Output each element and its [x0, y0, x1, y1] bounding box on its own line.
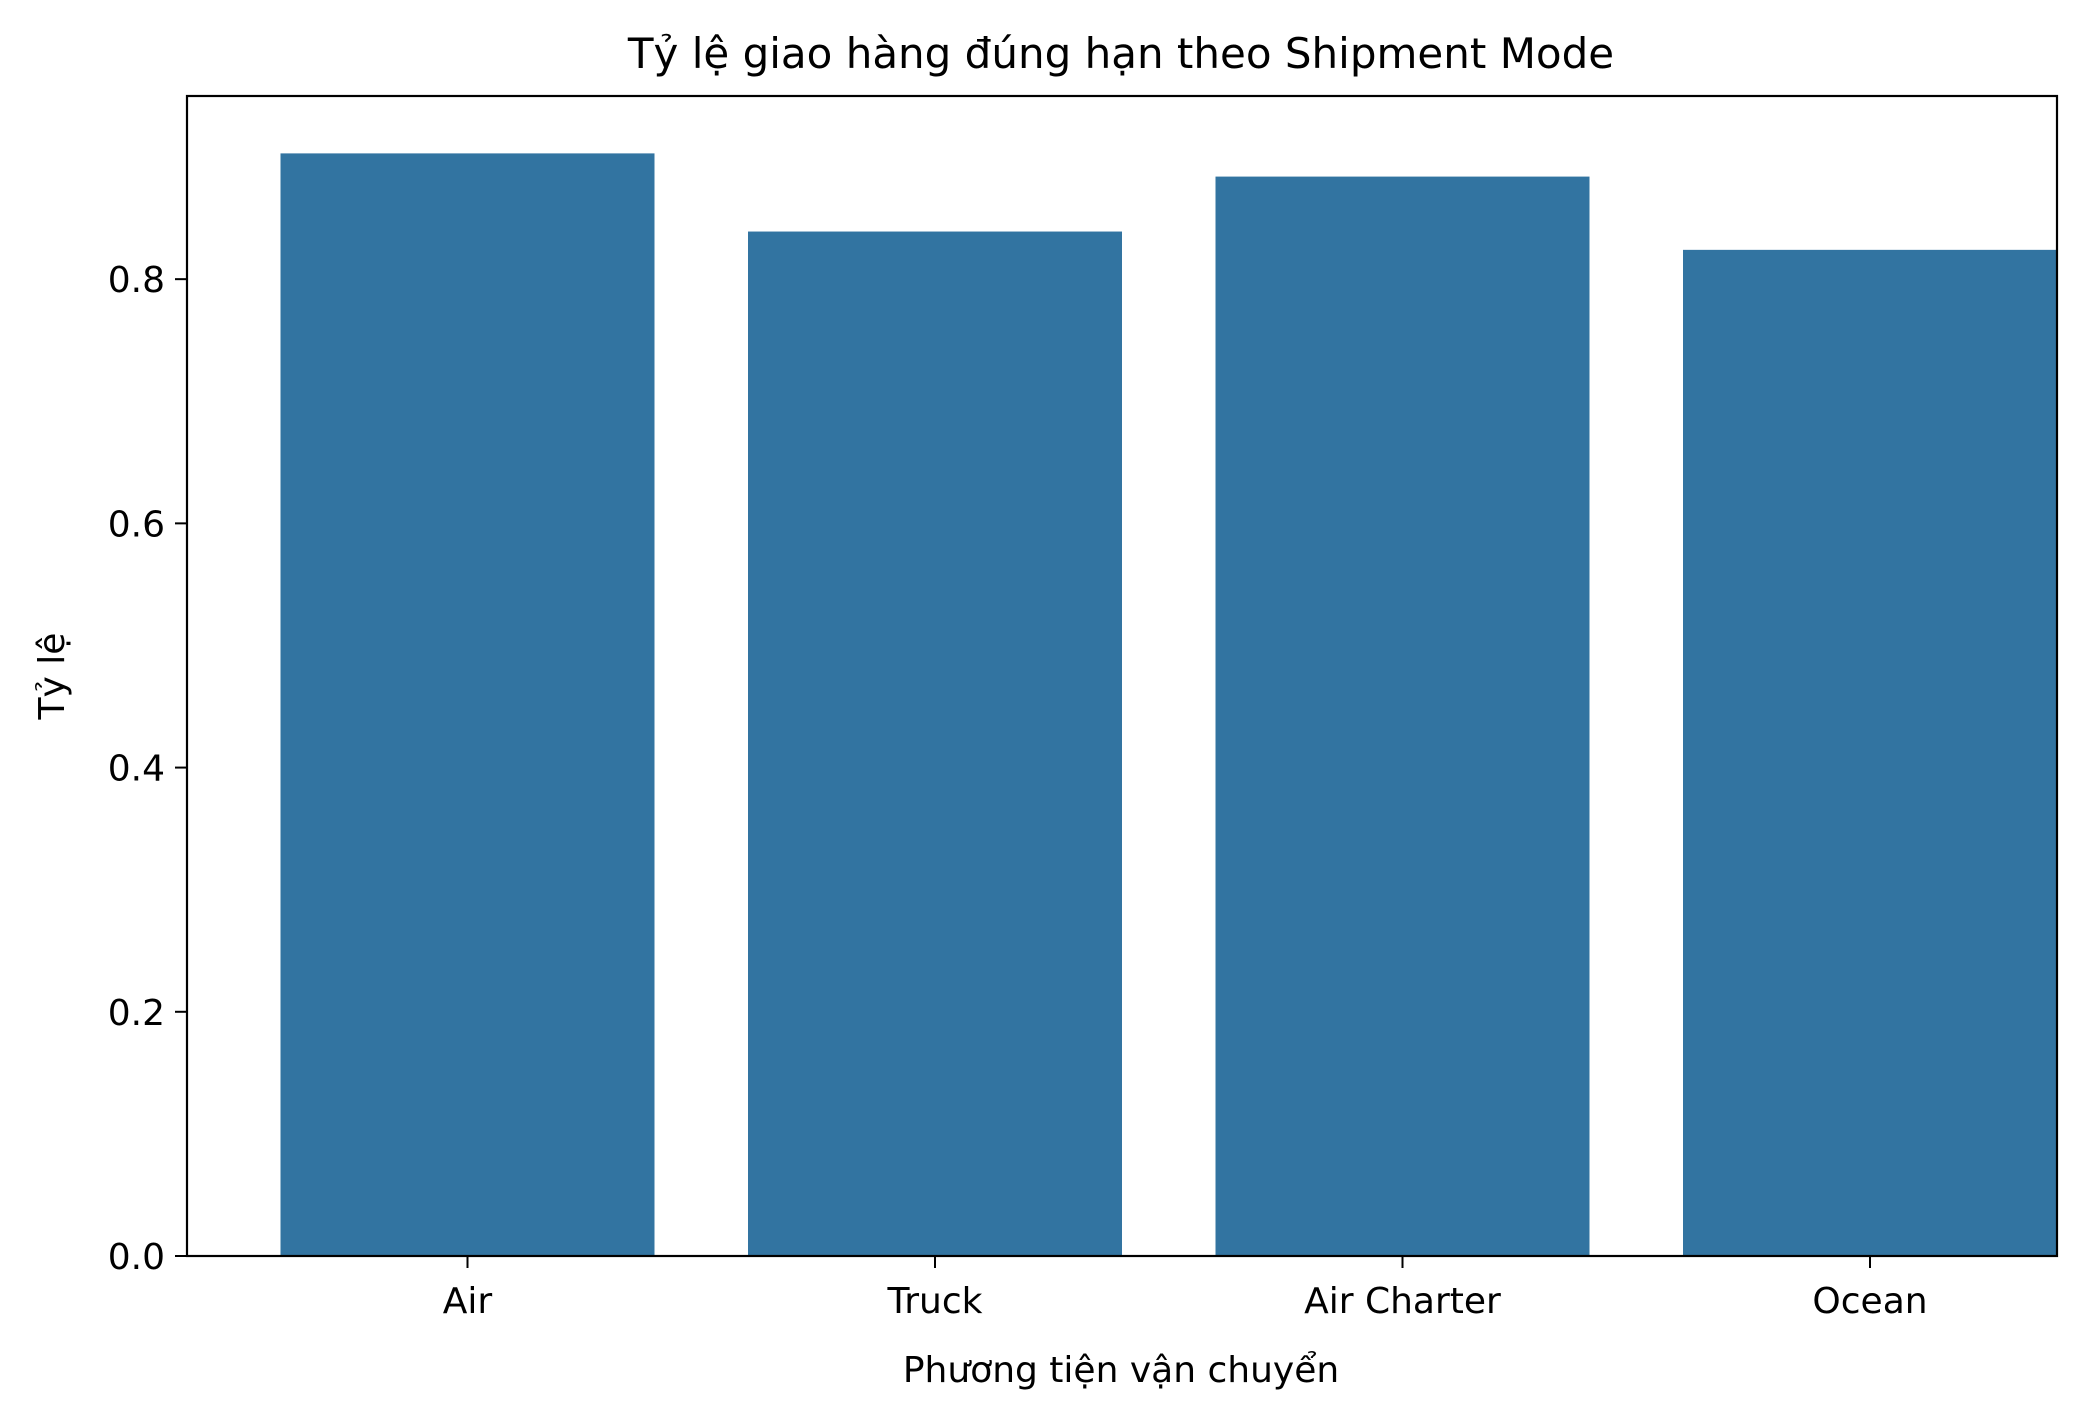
- bar-air-charter: [1215, 176, 1590, 1256]
- x-tick-label: Truck: [887, 1281, 983, 1322]
- bars: [280, 153, 2057, 1256]
- bar-truck: [748, 231, 1122, 1256]
- x-axis-label: Phương tiện vận chuyển: [903, 1350, 1339, 1391]
- x-axis-ticks: Air Truck Air Charter Ocean: [443, 1256, 1928, 1322]
- bar-ocean: [1683, 249, 2057, 1256]
- x-tick-label: Ocean: [1812, 1281, 1927, 1322]
- bar-air: [280, 153, 655, 1256]
- y-tick-label: 0.8: [108, 260, 165, 301]
- y-tick-label: 0.2: [108, 993, 165, 1034]
- plot-area: 0.0 0.2 0.4 0.6 0.8 Air Truck Air Charter Ocean: [108, 94, 2059, 1322]
- y-axis-label: Tỷ lệ: [32, 633, 73, 721]
- y-tick-label: 0.0: [108, 1237, 165, 1278]
- y-axis-ticks: 0.0 0.2 0.4 0.6 0.8: [108, 260, 187, 1278]
- y-tick-label: 0.4: [108, 749, 165, 790]
- x-tick-label: Air Charter: [1304, 1281, 1501, 1322]
- axes-frame: [185, 94, 2059, 1258]
- x-tick-label: Air: [443, 1281, 493, 1322]
- y-tick-label: 0.6: [108, 504, 165, 545]
- chart-title: Tỷ lệ giao hàng đúng hạn theo Shipment M…: [627, 29, 1614, 78]
